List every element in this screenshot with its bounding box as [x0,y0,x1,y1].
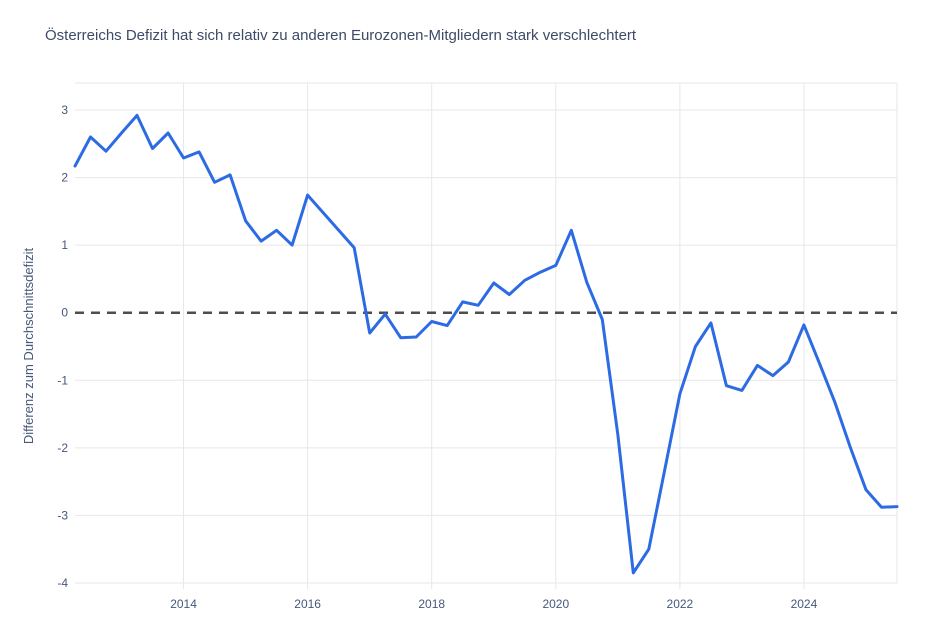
plot-borders [75,82,898,584]
x-tick-label: 2024 [791,597,818,611]
y-tick-label: 0 [61,306,68,320]
y-axis-tick-labels: 3 2 1 0 -1 -2 -3 -4 [57,103,68,590]
y-tick-label: 3 [61,103,68,117]
x-tick-label: 2016 [294,597,321,611]
x-tick-label: 2020 [542,597,569,611]
x-tick-label: 2018 [418,597,445,611]
y-tick-label: -4 [57,576,68,590]
y-tick-label: -1 [57,373,68,387]
chart-title: Österreichs Defizit hat sich relativ zu … [45,26,637,44]
y-axis-title: Differenz zum Durchschnittsdefizit [21,247,36,444]
deficit-line-series [73,113,899,575]
x-axis-tick-labels: 2014 2016 2018 2020 2022 2024 [170,597,817,611]
y-tick-label: -3 [57,508,68,522]
y-tick-label: -2 [57,441,68,455]
y-tick-label: 2 [61,171,68,185]
y-tick-label: 1 [61,238,68,252]
x-tick-label: 2014 [170,597,197,611]
x-tick-label: 2022 [667,597,694,611]
